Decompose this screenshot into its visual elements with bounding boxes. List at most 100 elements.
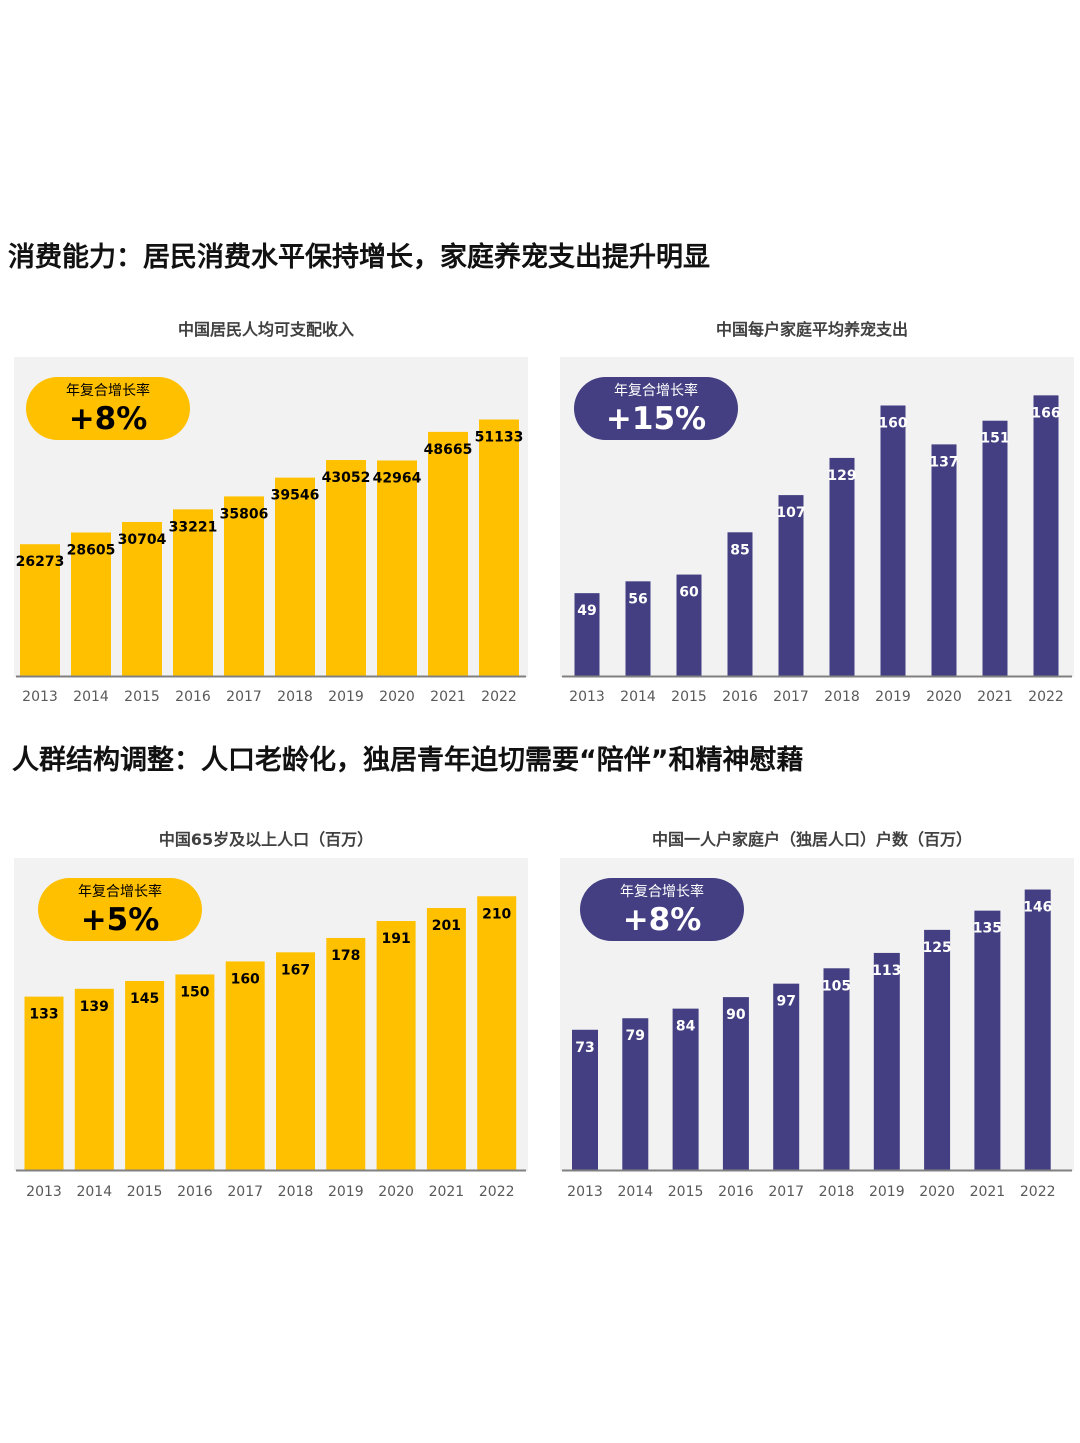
bar: [125, 980, 165, 1170]
bar: [873, 952, 900, 1170]
data-label: 33221: [169, 519, 218, 535]
bar: [477, 896, 517, 1170]
cagr-value: +8%: [69, 401, 148, 437]
cagr-caption: 年复合增长率: [78, 883, 162, 900]
x-tick-label: 2014: [620, 689, 656, 705]
section-heading-consumption: 消费能力：居民消费水平保持增长，家庭养宠支出提升明显: [8, 242, 710, 273]
bar: [722, 997, 749, 1170]
x-tick-label: 2015: [124, 689, 160, 705]
bar: [1033, 395, 1059, 676]
data-label: 107: [776, 505, 805, 521]
data-label: 135: [973, 921, 1002, 937]
x-tick-label: 2014: [76, 1184, 112, 1200]
bar: [74, 988, 114, 1170]
bar: [974, 910, 1001, 1170]
bar: [275, 477, 315, 676]
data-label: 97: [776, 994, 795, 1010]
bar: [982, 420, 1008, 676]
data-label: 151: [980, 431, 1009, 447]
bar: [479, 419, 519, 676]
bar: [924, 929, 951, 1170]
x-tick-label: 2018: [277, 689, 313, 705]
cagr-caption: 年复合增长率: [66, 382, 150, 399]
bar: [574, 593, 600, 676]
x-tick-label: 2016: [722, 689, 758, 705]
x-tick-label: 2013: [569, 689, 605, 705]
x-tick-label: 2013: [22, 689, 58, 705]
bar: [20, 544, 60, 676]
x-tick-label: 2020: [919, 1184, 955, 1200]
data-label: 105: [822, 978, 851, 994]
data-label: 42964: [373, 470, 422, 486]
cagr-value: +8%: [623, 902, 702, 938]
data-label: 137: [929, 454, 958, 470]
x-tick-label: 2022: [1020, 1184, 1056, 1200]
bar: [225, 961, 265, 1170]
bar: [428, 431, 468, 676]
data-label: 26273: [16, 554, 65, 570]
x-tick-label: 2016: [175, 689, 211, 705]
cagr-value: +15%: [606, 401, 706, 437]
chart-single-households-svg: 中国一人户家庭户（独居人口）户数（百万） 73 2013 79 2014 84 2015 90…: [560, 830, 1074, 1200]
x-tick-label: 2017: [227, 1184, 263, 1200]
x-tick-label: 2017: [773, 689, 809, 705]
bar: [173, 509, 213, 676]
bar: [625, 581, 651, 676]
cagr-badge-shape: [38, 878, 202, 941]
cagr-badge-shape: [26, 377, 190, 440]
bar: [1024, 889, 1051, 1170]
data-label: 90: [726, 1007, 746, 1023]
data-label: 125: [922, 940, 951, 956]
data-label: 129: [827, 468, 856, 484]
bar: [572, 1029, 598, 1170]
data-label: 178: [331, 948, 360, 964]
bar: [376, 921, 416, 1170]
chart-title: 中国居民人均可支配收入: [178, 320, 354, 339]
data-label: 49: [577, 603, 596, 619]
cagr-caption: 年复合增长率: [620, 883, 704, 900]
bar: [622, 1018, 649, 1170]
x-tick-label: 2020: [379, 689, 415, 705]
bar: [175, 974, 215, 1170]
x-tick-label: 2018: [278, 1184, 314, 1200]
data-label: 145: [130, 991, 159, 1007]
data-label: 201: [432, 918, 461, 934]
x-tick-label: 2019: [328, 689, 364, 705]
data-label: 150: [180, 984, 209, 1000]
chart-single-households: 中国一人户家庭户（独居人口）户数（百万） 73 2013 79 2014 84 2015 90…: [556, 818, 1076, 1213]
data-label: 56: [628, 591, 647, 607]
data-label: 191: [381, 931, 410, 947]
bar: [880, 405, 906, 676]
bar: [426, 907, 466, 1170]
data-label: 139: [80, 999, 109, 1015]
x-tick-label: 2021: [430, 689, 466, 705]
x-tick-label: 2015: [127, 1184, 163, 1200]
chart-title: 中国65岁及以上人口（百万）: [159, 830, 373, 849]
bar: [727, 532, 753, 676]
bar: [778, 495, 804, 676]
data-label: 167: [281, 962, 310, 978]
data-label: 28605: [67, 543, 116, 559]
bar: [823, 968, 850, 1170]
data-label: 79: [626, 1028, 645, 1044]
x-tick-label: 2015: [668, 1184, 704, 1200]
x-tick-label: 2013: [26, 1184, 62, 1200]
data-label: 160: [231, 971, 260, 987]
chart-income: 中国居民人均可支配收入 26273 2013 28605 2014 30704 2015 33…: [10, 310, 530, 710]
data-label: 60: [679, 585, 699, 601]
x-tick-label: 2022: [479, 1184, 515, 1200]
data-label: 48665: [424, 442, 473, 458]
x-tick-label: 2017: [226, 689, 262, 705]
x-tick-label: 2021: [977, 689, 1013, 705]
chart-pet-spending-svg: 中国每户家庭平均养宠支出 49 2013 56 2014 60 2015 85 2016 107 2…: [560, 320, 1074, 705]
bar: [71, 532, 111, 676]
bar: [224, 496, 264, 676]
data-label: 43052: [322, 470, 371, 486]
bar: [326, 937, 366, 1170]
chart-title: 中国每户家庭平均养宠支出: [716, 320, 908, 339]
chart-elderly-population: 中国65岁及以上人口（百万） 133 2013 139 2014 145 2015 150 20…: [10, 818, 530, 1213]
bar: [122, 521, 162, 676]
data-label: 210: [482, 906, 511, 922]
bar: [931, 444, 957, 676]
x-tick-label: 2016: [177, 1184, 213, 1200]
